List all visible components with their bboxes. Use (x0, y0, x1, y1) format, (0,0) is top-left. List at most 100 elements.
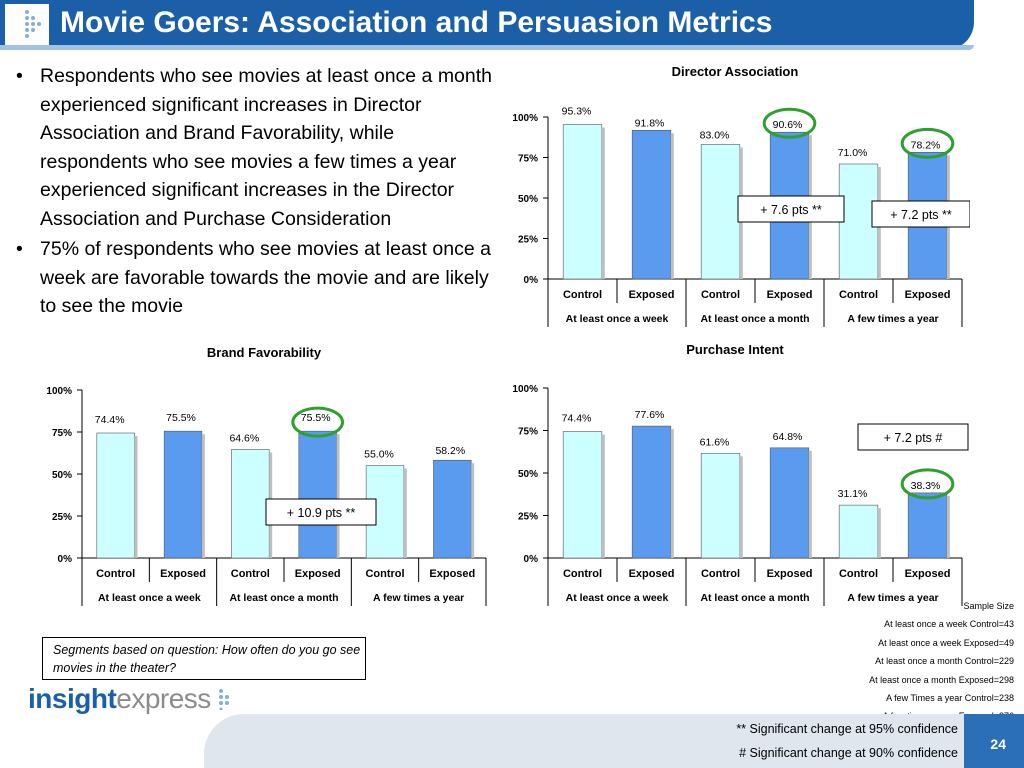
sig-90-note: # Significant change at 90% confidence (739, 746, 958, 760)
category-label: Exposed (429, 568, 475, 580)
page-title: Movie Goers: Association and Persuasion … (60, 6, 773, 39)
category-label: Exposed (767, 289, 813, 301)
group-label: A few times a year (847, 313, 938, 325)
exposed-bar (907, 492, 948, 559)
group-label: A few times a year (373, 592, 464, 604)
data-label: 58.2% (435, 445, 465, 457)
category-label: Exposed (767, 568, 813, 580)
control-bar (562, 431, 603, 559)
y-tick-label: 100% (512, 384, 538, 395)
sample-size-line: At least once a week Control=43 (884, 619, 1014, 630)
segment-note: Segments based on question: How often do… (42, 637, 366, 680)
data-label: 83.0% (700, 130, 730, 142)
brand-favorability-chart: Brand Favorability 0% 25% 50% 75% 100% 74.4% Co… (46, 345, 487, 606)
sample-size-list: Sample Size At least once a week Control… (869, 597, 1014, 726)
data-label: 78.2% (911, 139, 941, 151)
page-number: 24 (990, 736, 1006, 752)
bullet-1: Respondents who see movies at least once… (14, 62, 504, 233)
footer-bar (204, 714, 1024, 768)
highlight-circle (900, 468, 955, 500)
y-tick-label: 50% (518, 194, 538, 205)
callout-text: + 7.2 pts ** (890, 208, 952, 222)
data-label: 38.3% (911, 480, 941, 492)
data-label: 91.8% (635, 117, 665, 129)
data-label: 55.0% (364, 449, 394, 461)
data-label: 74.4% (95, 414, 125, 426)
group-label: A few times a year (847, 592, 938, 604)
category-label: Control (231, 568, 270, 580)
category-label: Control (96, 568, 135, 580)
title-bar: Movie Goers: Association and Persuasion … (0, 0, 974, 50)
category-label: Control (365, 568, 404, 580)
bar-shadow (670, 133, 674, 279)
logo-arrow-icon (219, 689, 230, 711)
group-label: At least once a month (229, 592, 338, 604)
logo-text-express: express (116, 683, 211, 714)
y-tick-label: 0% (524, 275, 539, 286)
sig-95-note: ** Significant change at 95% confidence (736, 722, 958, 736)
exposed-bar (631, 425, 672, 559)
y-tick-label: 50% (518, 469, 538, 480)
chart-title: Brand Favorability (207, 345, 322, 360)
y-tick-label: 100% (512, 113, 538, 124)
sample-size-line: At least once a month Control=229 (875, 656, 1014, 667)
data-label: 64.6% (229, 432, 259, 444)
control-bar (838, 163, 879, 280)
group-label: At least once a week (566, 313, 669, 325)
bar-shadow (877, 508, 881, 558)
highlight-circle (762, 107, 817, 139)
control-bar (700, 452, 741, 559)
control-bar (700, 144, 741, 280)
category-label: Exposed (295, 568, 341, 580)
y-tick-label: 25% (52, 512, 72, 523)
y-tick-label: 25% (518, 235, 538, 246)
data-label: 71.0% (838, 147, 868, 159)
bar-shadow (601, 434, 605, 558)
sample-size-line: A few Times a year Control=238 (886, 693, 1014, 704)
insightexpress-logo: insightexpress (28, 683, 232, 715)
logo-text-insight: insight (28, 683, 117, 714)
y-tick-label: 25% (518, 512, 538, 523)
exposed-bar (631, 129, 672, 280)
category-label: Exposed (905, 289, 951, 301)
category-label: Exposed (629, 289, 675, 301)
callout-text: + 7.6 pts ** (760, 203, 822, 217)
control-bar (231, 449, 270, 559)
group-label: At least once a month (700, 313, 809, 325)
y-tick-label: 75% (52, 428, 72, 439)
bar-shadow (739, 456, 743, 558)
data-label: 75.5% (301, 412, 331, 424)
purchase-intent-chart: Purchase Intent 0% 25% 50% 75% 100% 74.4% Contr… (512, 342, 969, 606)
footer-page-block (964, 714, 1024, 768)
exposed-bar (298, 430, 337, 559)
chart-title: Purchase Intent (686, 342, 784, 357)
bar-shadow (601, 127, 605, 279)
category-label: Exposed (905, 568, 951, 580)
group-label: At least once a month (700, 592, 809, 604)
y-tick-label: 100% (46, 386, 72, 397)
bar-shadow (134, 436, 138, 558)
director-association-chart: Director Association 0% 25% 50% 75% 100% 95.3%… (512, 64, 970, 327)
data-label: 77.6% (635, 409, 665, 421)
highlight-circle (291, 406, 345, 438)
highlight-circle (900, 127, 955, 159)
category-label: Exposed (160, 568, 206, 580)
callout-box (737, 195, 845, 223)
bar-shadow (471, 463, 475, 558)
data-label: 61.6% (700, 436, 730, 448)
category-label: Control (701, 568, 740, 580)
bar-shadow (336, 434, 340, 558)
y-tick-label: 50% (52, 470, 72, 481)
callout-text: + 7.2 pts # (884, 431, 943, 445)
exposed-bar (769, 447, 810, 559)
category-label: Control (839, 289, 878, 301)
bar-shadow (670, 429, 674, 558)
bullet-2: 75% of respondents who see movies at lea… (14, 235, 504, 321)
exposed-bar (433, 459, 472, 559)
category-label: Control (563, 289, 602, 301)
y-tick-label: 0% (524, 554, 539, 565)
bar-shadow (946, 495, 950, 558)
data-label: 90.6% (773, 119, 803, 131)
category-label: Control (839, 568, 878, 580)
category-label: Control (563, 568, 602, 580)
